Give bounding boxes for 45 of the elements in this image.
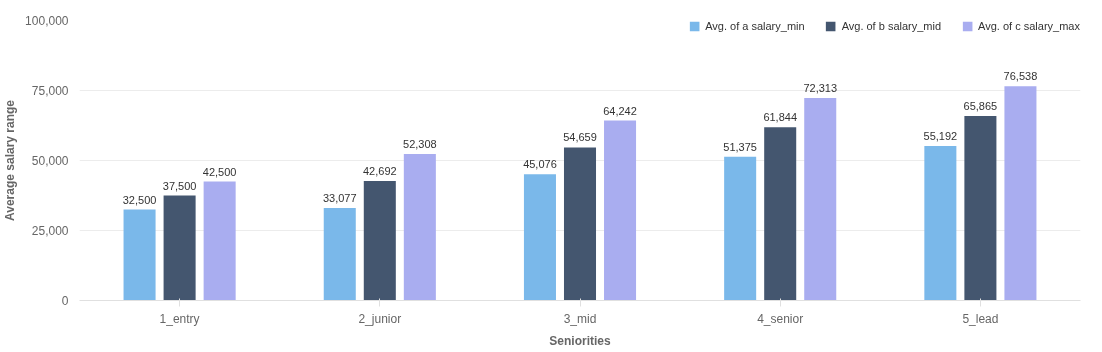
data-label: 45,076 — [523, 158, 557, 171]
bar — [1004, 86, 1037, 301]
data-label: 51,375 — [723, 140, 757, 153]
data-label: 65,865 — [963, 100, 998, 113]
bar — [363, 180, 396, 301]
data-label: 61,844 — [763, 111, 798, 124]
bar — [523, 174, 556, 301]
legend-label: Avg. of b salary_mid — [841, 20, 942, 32]
bar — [203, 181, 236, 301]
bar — [403, 154, 436, 301]
y-tick-label: 25,000 — [31, 224, 69, 238]
legend-label: Avg. of a salary_min — [705, 20, 805, 32]
data-label: 55,192 — [923, 129, 958, 142]
y-tick-label: 50,000 — [31, 154, 69, 168]
bar — [724, 156, 757, 301]
x-tick-label: 2_junior — [358, 311, 402, 326]
data-label: 76,538 — [1003, 70, 1038, 83]
data-label: 32,500 — [122, 193, 157, 206]
bar — [163, 195, 196, 301]
data-label: 64,242 — [603, 104, 637, 117]
x-tick-label: 3_mid — [563, 311, 597, 326]
bar — [804, 98, 837, 301]
x-axis-title: Seniorities — [549, 333, 611, 348]
y-tick-label: 75,000 — [31, 84, 69, 98]
data-label: 33,077 — [322, 191, 357, 204]
data-label: 42,500 — [202, 165, 237, 178]
legend-label: Avg. of c salary_max — [978, 20, 1080, 32]
y-tick-label: 100,000 — [25, 14, 69, 28]
x-tick-label: 1_entry — [159, 311, 200, 326]
x-tick-label: 4_senior — [757, 311, 804, 326]
y-axis-title: Average salary range — [3, 99, 18, 221]
bar — [764, 127, 797, 301]
x-tick-label: 5_lead — [962, 311, 999, 326]
y-tick-label: 0 — [61, 294, 69, 308]
data-label: 72,313 — [803, 82, 838, 95]
data-label: 54,659 — [563, 131, 597, 144]
data-label: 42,692 — [362, 164, 397, 177]
bar — [563, 147, 597, 301]
bar — [604, 120, 637, 301]
bar — [924, 145, 957, 301]
bar — [123, 209, 156, 301]
data-label: 37,500 — [162, 179, 197, 192]
data-label: 52,308 — [403, 138, 437, 151]
bar — [323, 207, 356, 301]
bar — [964, 116, 997, 301]
